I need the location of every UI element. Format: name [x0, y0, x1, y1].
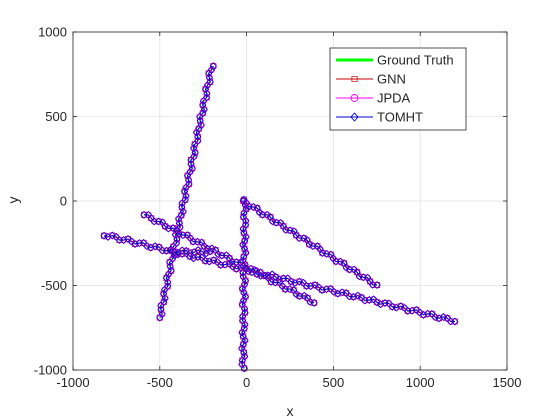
tomht-marker — [292, 290, 300, 299]
tomht-marker — [164, 282, 172, 291]
x-tick-label: -500 — [147, 375, 173, 390]
tomht-marker — [203, 93, 211, 102]
tomht-marker — [201, 256, 209, 265]
tomht-marker — [242, 220, 250, 229]
tomht-marker — [357, 293, 366, 302]
tomht-marker — [268, 270, 276, 279]
tomht-marker — [416, 308, 424, 317]
tomht-line — [143, 214, 315, 304]
tomht-marker — [157, 305, 165, 314]
tomht-marker — [373, 298, 381, 307]
legend: Ground Truth GNN JPDA TOMHT — [329, 47, 467, 131]
axis-ticks — [72, 31, 508, 371]
x-axis-label: x — [287, 403, 294, 419]
tomht-marker — [210, 256, 218, 265]
tomht-marker — [369, 295, 378, 304]
tomht-marker — [284, 274, 292, 283]
tomht-marker — [166, 246, 174, 255]
tomht-marker — [263, 210, 271, 219]
legend-item-jpda: JPDA — [336, 91, 411, 106]
y-tick-labels: -1000 -500 0 500 1000 — [34, 25, 67, 378]
tomht-marker — [189, 237, 197, 246]
tomht-marker — [419, 310, 427, 319]
y-tick-label: 500 — [45, 109, 67, 124]
y-axis-label: y — [5, 197, 21, 204]
tomht-marker — [185, 180, 193, 189]
tomht-marker — [166, 262, 174, 271]
tomht-marker — [310, 298, 318, 307]
legend-item-gnn: GNN — [336, 72, 406, 87]
y-tick-label: -500 — [41, 278, 67, 293]
tomht-marker — [161, 222, 169, 231]
tomht-line — [241, 200, 247, 369]
legend-gnn-marker — [351, 76, 358, 82]
tomht-marker — [388, 302, 396, 311]
track-series — [100, 62, 459, 373]
tomht-marker — [124, 235, 132, 244]
tomht-marker — [187, 160, 195, 169]
x-tick-label: 1500 — [493, 375, 522, 390]
tomht-marker — [201, 85, 210, 94]
tomht-marker — [196, 116, 204, 125]
tomht-marker — [169, 224, 177, 233]
legend-label: TOMHT — [377, 110, 423, 125]
tomht-marker — [373, 281, 381, 290]
tomht-marker — [315, 283, 323, 292]
legend-items: Ground Truth GNN JPDA TOMHT — [336, 53, 454, 125]
tomht-marker — [232, 264, 240, 273]
x-tick-label: -1000 — [56, 375, 89, 390]
track-6 — [166, 246, 214, 258]
tomht-marker — [206, 77, 214, 86]
tomht-marker — [239, 316, 247, 325]
tomht-marker — [327, 284, 335, 293]
tomht-marker — [177, 211, 185, 220]
tomht-marker — [194, 136, 202, 145]
legend-item-ground-truth: Ground Truth — [336, 53, 454, 68]
x-tick-labels: -1000 -500 0 500 1000 1500 — [56, 375, 521, 390]
tomht-marker — [300, 234, 308, 243]
tomht-marker — [342, 263, 350, 272]
y-tick-label: 0 — [60, 194, 67, 209]
tomht-marker — [193, 237, 201, 246]
legend-box — [329, 47, 467, 131]
y-tick-label: 1000 — [38, 25, 67, 40]
tomht-marker — [140, 238, 148, 247]
legend-item-tomht: TOMHT — [336, 110, 423, 125]
tomht-marker — [209, 62, 217, 71]
tomht-marker — [205, 73, 213, 82]
x-tick-label: 500 — [323, 375, 345, 390]
tomht-marker — [300, 291, 308, 300]
y-tick-label: -1000 — [34, 363, 67, 378]
legend-label: Ground Truth — [377, 53, 454, 68]
track-1 — [156, 62, 217, 322]
tomht-marker — [311, 281, 319, 290]
tomht-marker — [198, 247, 206, 256]
tomht-marker — [176, 223, 184, 232]
tomht-marker — [213, 258, 221, 267]
tomht-marker — [178, 203, 186, 212]
tomht-marker — [451, 317, 459, 326]
tomht-marker — [232, 258, 240, 267]
tomht-marker — [412, 305, 420, 314]
tomht-marker — [186, 249, 194, 258]
legend-tomht-marker — [350, 112, 359, 122]
tomht-marker — [182, 246, 190, 255]
x-tick-label: 1000 — [406, 375, 435, 390]
tomht-marker — [175, 219, 183, 228]
tomht-marker — [354, 291, 362, 300]
track-3 — [240, 195, 381, 290]
tomht-marker — [128, 237, 136, 246]
tomht-marker — [229, 262, 237, 271]
tomht-marker — [206, 247, 214, 256]
legend-jpda-marker — [350, 94, 359, 102]
tomht-marker — [162, 273, 170, 282]
legend-label: JPDA — [377, 91, 411, 106]
tomht-marker — [338, 288, 346, 297]
legend-label: GNN — [377, 72, 406, 87]
tomht-marker — [272, 272, 280, 281]
x-tick-label: 0 — [243, 375, 250, 390]
tomht-marker — [400, 303, 408, 312]
tomht-marker — [225, 259, 233, 268]
